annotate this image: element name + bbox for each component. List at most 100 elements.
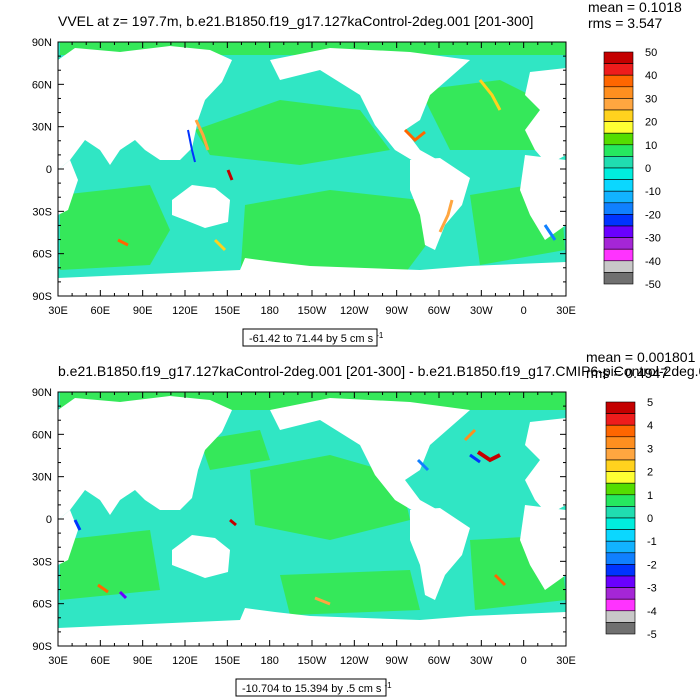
panel-1-colorbar-swatch [603,260,634,273]
panel-2-land-antarctica [58,608,566,646]
panel-2-anomaly-north-atlantic-blue [469,453,481,464]
panel-1-ocean-green-north-pacific [195,100,390,165]
panel-2-lon-label: 120W [340,655,369,667]
panel-1-land [58,46,566,296]
panel-1-land-antarctica [58,258,566,296]
panel-1-range-label: -61.42 to 71.44 by 5 cm s [249,333,374,345]
panel-2-colorbar-swatch [605,494,636,507]
panel-2-lon-label: 0 [521,655,527,667]
panel-1-lon-label: 90E [133,305,153,317]
panel-1-land-africa-east [520,155,566,240]
panel-1-colorbar-swatch [603,156,634,169]
panel-2-anomaly-southern-2 [118,590,128,600]
panel-1-colorbar-label: 20 [645,117,657,129]
panel-1-anomaly-kuroshio [187,129,196,163]
panel-2-colorbar-label: 1 [647,490,653,502]
panel-1-anomaly-agulhas [543,224,557,241]
panel-2-colorbar-swatch [605,506,636,519]
panel-1-colorbar-swatch [603,167,634,180]
panel-1-colorbar-label: 0 [645,163,651,175]
panel-1-lon-label: 150E [214,305,240,317]
panel-1-colorbar-label: -50 [645,279,661,291]
panel-1-anomaly-north-atlantic [478,79,502,111]
panel-1-colorbar-label: -10 [645,186,661,198]
panel-2-anomaly-southern-3 [314,596,331,606]
panel-2-colorbar-swatch [605,448,636,461]
panel-2-lon-label: 60E [91,655,111,667]
panel-2-lon-label: 90E [133,655,153,667]
panel-1-anomaly-equatorial-pacific [226,169,234,181]
panel-2-colorbar-swatch [605,575,636,588]
panel-1-range-box: -61.42 to 71.44 by 5 cm s -1 [242,328,384,347]
panel-2-colorbar-swatch [605,552,636,565]
panel-2-lat-label: 30S [32,556,52,568]
panel-1-ocean-green-north-atlantic [420,80,560,150]
panel-1-lon-label: 120W [340,305,369,317]
panel-2-colorbar-swatch [605,529,636,542]
panel-2-colorbar-swatch [605,459,636,472]
panel-1-colorbar: 50 40 30 20 10 0 -10 -20 -30 -40 -50 [603,47,661,291]
panel-1-colorbar-swatch [603,98,634,111]
panel-2-ocean-green-pacific [250,455,410,540]
panel-1-colorbar-label: -40 [645,256,661,268]
panel-1-colorbar-swatch [603,74,634,88]
panel-2-land-eurasia [58,396,232,520]
panel-2-anomaly-north-atlantic-orange [463,428,477,442]
panel-1-colorbar-swatch [603,248,634,262]
panel-2-colorbar-label: -3 [647,583,657,595]
panel-2-lat-label: 30N [32,472,52,484]
panel-1-colorbar-label: 40 [645,70,657,82]
panel-1-anomaly-indian-south [117,238,129,247]
panel-2-colorbar-swatch [605,471,636,484]
panel-1-land-north-america [270,48,470,165]
panel-2-lon-label: 30E [556,655,576,667]
panel-1-colorbar-label: 30 [645,93,657,105]
panel-2-anomaly-southern-1 [97,583,109,594]
panel-2-lat-label: 90S [32,641,52,653]
panel-2-lon-label: 30W [470,655,493,667]
panel-2-colorbar-swatch [605,598,636,612]
panel-2-colorbar-label: 4 [647,420,653,432]
panel-1-lon-label: 60W [428,305,451,317]
panel-1-colorbar-swatch [603,51,634,64]
panel-1-colorbar-swatch [603,132,634,146]
panel-2-lon-label: 180 [260,655,278,667]
panel-2-colorbar-swatch [605,401,636,414]
panel-1-lon-label: 0 [521,305,527,317]
panel-1-colorbar-swatch [603,121,634,134]
panel-2-colorbar-swatch [605,564,636,577]
panel-2-mean: mean = 0.001801 [586,349,696,365]
panel-1-title: VVEL at z= 197.7m, b.e21.B1850.f19_g17.1… [58,13,533,29]
panel-1-colorbar-swatch [603,272,634,285]
panel-2-colorbar-label: 2 [647,467,653,479]
panel-2-land-australia [172,535,230,578]
panel-1-colorbar-swatch [603,225,634,238]
panel-2-colorbar-swatch [605,424,636,438]
panel-1-lon-label: 60E [91,305,111,317]
panel-1-colorbar-swatch [603,179,634,192]
panel-1-anomaly-brazil [438,199,454,233]
panel-2-colorbar-swatch [605,517,636,530]
panel-1-colorbar-swatch [603,63,634,76]
panel-1-lon-label: 180 [260,305,278,317]
panel-1-land-europe-east [525,68,566,165]
panel-1-lon-label: 30E [556,305,576,317]
panel-1-mean: mean = 0.1018 [588,0,682,15]
panel-2-lon-label: 30E [48,655,68,667]
panel-2-lat-label: 90N [32,387,52,399]
panel-2-range-label: -10.704 to 15.394 by .5 cm s [242,683,382,695]
panel-2-lon-axis: 30E 60E 90E 120E 150E 180 150W 120W 90W 60W 30W 0 30… [48,392,576,667]
panel-2-lat-label: 60S [32,599,52,611]
svg-text:-10.704 to 15.394 by .5 cm s: -10.704 to 15.394 by .5 cm s -1 [242,681,392,695]
panel-1-colorbar-swatch [603,214,634,227]
panel-2-lon-label: 120E [172,655,198,667]
panel-1-anomaly-tasman [213,238,227,252]
panel-2-colorbar-label: 0 [647,513,653,525]
panel-2-colorbar-label: 5 [647,397,653,409]
panel-2-colorbar-swatch [605,413,636,426]
panel-2-colorbar: 5 4 3 2 1 0 -1 -2 -3 -4 -5 [605,397,657,641]
panel-2-lat-axis: 90N 60N 30N 0 30S 60S 90S [32,387,566,653]
panel-2-colorbar-swatch [605,610,636,623]
panel-2-ocean-green-north-pacific [200,430,270,470]
panel-2-colorbar-swatch [605,482,636,496]
